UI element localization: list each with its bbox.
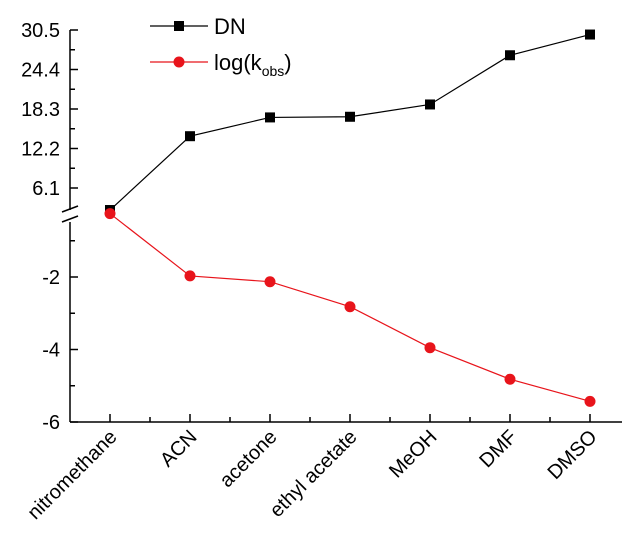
x-ticks	[109, 414, 591, 422]
legend-item-logk: log(kobs)	[150, 50, 292, 79]
x-tick-label: MeOH	[385, 426, 441, 482]
lower-tick-label: -4	[42, 340, 60, 362]
series-logk	[104, 208, 596, 407]
upper-y-ticks: 30.5 24.4 18.3 12.2 6.1	[21, 20, 78, 200]
x-tick-label: DMSO	[544, 426, 602, 484]
data-point-logk	[264, 276, 276, 288]
x-tick-label: ACN	[156, 426, 201, 471]
axis-break-marks	[61, 205, 79, 223]
data-point-dn	[505, 50, 515, 61]
data-point-logk	[184, 270, 196, 282]
legend-label-dn: DN	[214, 14, 246, 39]
x-tick-label: acetone	[216, 426, 282, 492]
legend-marker-logk	[173, 56, 185, 68]
legend-label-logk: log(kobs)	[214, 50, 292, 79]
x-tick-label: nitromethane	[23, 426, 121, 524]
upper-tick-label: 6.1	[32, 178, 60, 200]
lower-tick-label: -6	[42, 412, 60, 434]
data-point-dn	[265, 112, 275, 123]
data-point-logk	[344, 301, 356, 313]
legend-label-logk-main: log(k	[214, 50, 263, 75]
data-point-dn	[425, 99, 435, 110]
legend: DN log(kobs)	[150, 14, 292, 79]
legend-label-logk-sub: obs	[262, 63, 285, 79]
legend-item-dn: DN	[150, 14, 246, 39]
legend-label-logk-tail: )	[284, 50, 291, 75]
data-point-dn	[345, 111, 355, 122]
data-point-logk	[504, 373, 516, 385]
x-tick-label: DMF	[475, 426, 521, 472]
data-point-dn	[585, 29, 595, 40]
upper-tick-label: 12.2	[21, 139, 60, 161]
lower-y-ticks: -2 -4 -6	[42, 240, 78, 434]
data-point-logk	[584, 395, 596, 407]
upper-tick-label: 18.3	[21, 99, 60, 121]
legend-marker-dn	[174, 21, 184, 31]
data-point-dn	[185, 131, 195, 142]
lower-tick-label: -2	[42, 267, 60, 289]
data-point-logk	[104, 208, 116, 220]
data-point-logk	[424, 342, 436, 354]
upper-tick-label: 30.5	[21, 20, 60, 42]
axes	[61, 30, 622, 423]
upper-tick-label: 24.4	[21, 60, 60, 82]
